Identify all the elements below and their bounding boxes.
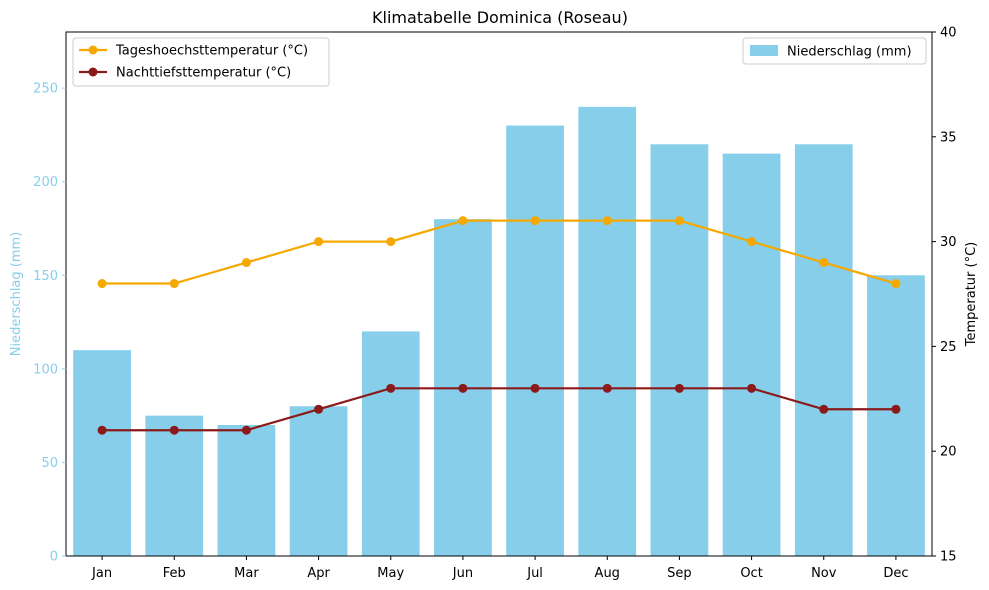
legend-bar-label: Niederschlag (mm) [787, 45, 912, 60]
y-left-tick-label: 200 [33, 175, 58, 190]
bar-jul [506, 125, 564, 557]
legend-bar-swatch [750, 45, 778, 56]
x-tick-label: Feb [163, 566, 186, 581]
x-tick-label: Nov [811, 566, 837, 581]
point-series-2-jun [458, 383, 468, 393]
bar-oct [722, 153, 781, 556]
line-series-1 [102, 219, 897, 285]
x-tick-label: Apr [307, 566, 330, 581]
point-series-2-dec [891, 404, 901, 414]
y-right-tick-label: 35 [940, 130, 957, 145]
x-tick-label: May [377, 566, 404, 581]
y-left-axis-label: Niederschlag (mm) [9, 232, 24, 357]
y-right-tick-label: 20 [940, 445, 957, 460]
point-series-2-aug [602, 383, 612, 393]
line-series-2 [102, 387, 896, 432]
bar-dec [867, 275, 925, 556]
y-right-axis-label: Temperatur (°C) [964, 242, 979, 348]
bar-apr [289, 406, 348, 556]
point-series-1-apr [314, 237, 324, 247]
point-series-1-oct [747, 237, 757, 247]
point-series-2-mar [241, 425, 251, 435]
y-right-tick-label: 15 [940, 550, 957, 565]
bar-aug [578, 106, 637, 556]
bar-sep [650, 144, 709, 557]
lines-layer [97, 216, 901, 435]
bar-mar [217, 425, 276, 556]
point-series-2-oct [747, 383, 757, 393]
legend-marker [88, 45, 98, 55]
y-left-tick-label: 100 [33, 362, 58, 377]
y-left-tick-label: 250 [33, 82, 58, 97]
y-left-tick-label: 50 [41, 456, 58, 471]
axes-layer: Jan Feb Mar Apr May Jun Jul Aug Sep Oct Nov Dec 0 50 1… [9, 26, 979, 582]
bar-nov [794, 144, 853, 557]
legend-lines-box [72, 37, 330, 87]
point-series-1-may [386, 237, 396, 247]
bars-layer [73, 106, 925, 557]
y-right-tick-label: 25 [940, 340, 957, 355]
legend-marker [88, 67, 98, 77]
legend-line-label: Nachttiefsttemperatur (°C) [116, 66, 291, 81]
y-left-tick-label: 0 [50, 550, 58, 565]
point-series-1-nov [819, 258, 829, 268]
point-series-1-sep [674, 216, 684, 226]
y-right-tick-label: 40 [940, 26, 957, 41]
point-series-2-jan [97, 425, 107, 435]
x-tick-label: Sep [667, 566, 692, 581]
point-series-2-apr [314, 404, 324, 414]
plot-frame [65, 31, 933, 557]
point-series-1-jun [458, 216, 468, 226]
x-tick-label: Aug [595, 566, 620, 581]
x-tick-label: Dec [883, 566, 908, 581]
point-series-1-jul [530, 216, 540, 226]
chart-title: Klimatabelle Dominica (Roseau) [372, 8, 628, 27]
legend-bars-box [742, 37, 927, 65]
point-series-1-aug [602, 216, 612, 226]
x-tick-label: Oct [740, 566, 762, 581]
y-left-tick-label: 150 [33, 269, 58, 284]
point-series-1-feb [169, 279, 179, 289]
bar-jan [73, 350, 131, 556]
point-series-2-nov [819, 404, 829, 414]
x-tick-label: Jul [526, 566, 543, 581]
bar-feb [145, 415, 204, 556]
point-series-2-may [386, 383, 396, 393]
point-series-1-jan [97, 279, 107, 289]
x-tick-label: Jan [91, 566, 112, 581]
legend-line-label: Tageshoechsttemperatur (°C) [115, 44, 308, 59]
point-series-1-dec [891, 279, 901, 289]
point-series-2-feb [169, 425, 179, 435]
y-right-tick-label: 30 [940, 235, 957, 250]
point-series-2-sep [674, 383, 684, 393]
bar-may [361, 331, 420, 556]
point-series-1-mar [241, 258, 251, 268]
x-tick-label: Jun [452, 566, 473, 581]
legend-layer: Tageshoechsttemperatur (°C) Nachttiefstte… [72, 37, 927, 87]
x-tick-label: Mar [234, 566, 259, 581]
point-series-2-jul [530, 383, 540, 393]
